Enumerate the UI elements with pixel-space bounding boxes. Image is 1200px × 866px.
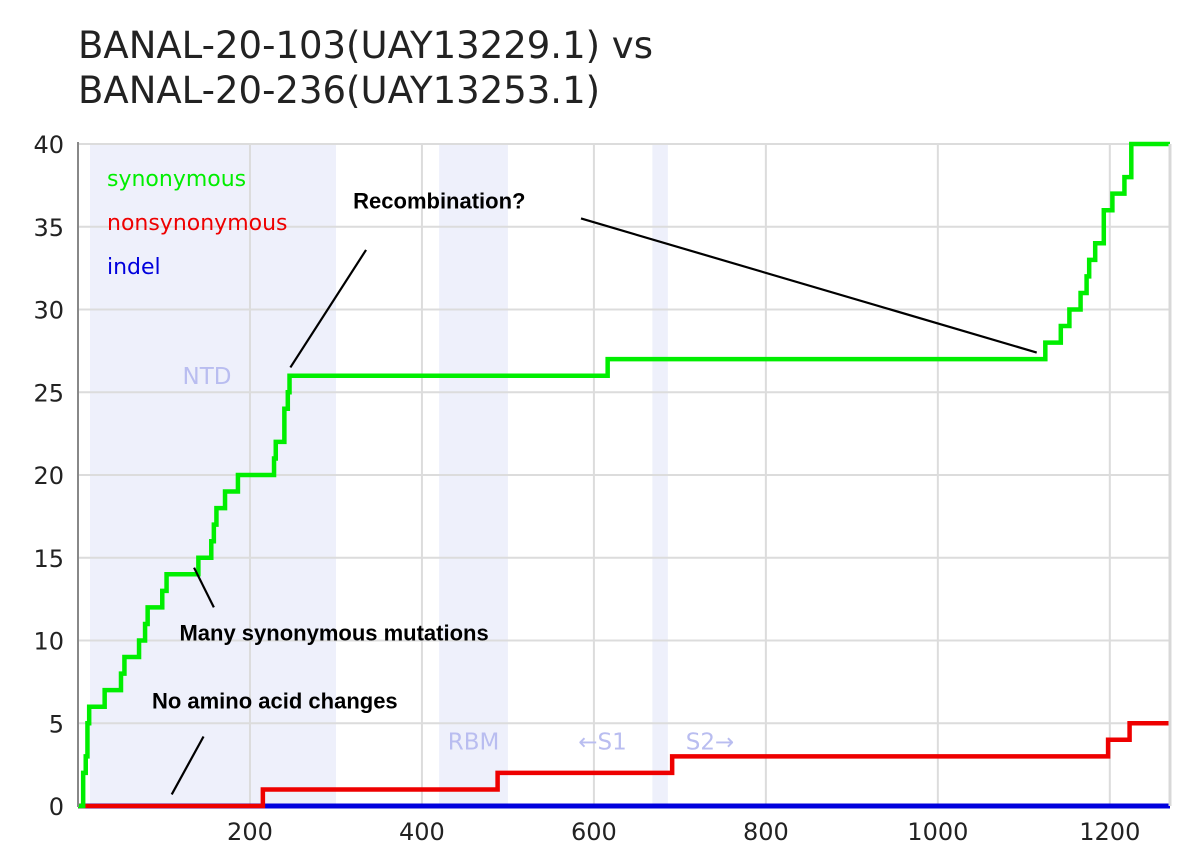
x-tick-label: 800 [743,818,789,846]
annotation-text: No amino acid changes [152,688,398,713]
y-tick-label: 20 [33,462,64,490]
legend: synonymous nonsynonymous indel [107,167,288,280]
annotation-text: Recombination? [353,189,525,214]
y-tick-label: 25 [33,379,64,407]
region-label: NTD [182,364,231,390]
y-tick-label: 30 [33,297,64,325]
legend-item-nonsynonymous: nonsynonymous [107,211,288,236]
region-label: S2→ [686,730,735,756]
series-line-synonymous [78,141,1170,809]
x-tick-label: 1200 [1079,818,1140,846]
chart-title-line-1: BANAL-20-103(UAY13229.1) vs [78,24,653,67]
annotations-group: Recombination?Many synonymous mutationsN… [152,189,1038,795]
x-tick-label: 200 [227,818,273,846]
y-tick-label: 40 [33,131,64,159]
series-line-nonsynonymous [78,721,1170,809]
region-label: ←S1 [578,730,627,756]
region-labels-group: NTD RBM ←S1 S2→ [182,364,734,756]
annotation-pointer-line [193,567,215,608]
annotation-pointer-line [170,735,205,795]
x-tick-label: 400 [399,818,445,846]
y-tick-label: 10 [33,628,64,656]
legend-item-synonymous: synonymous [107,167,246,192]
y-tick-label: 15 [33,545,64,573]
tick-labels-group: 200 400 600 800 1000 1200 0 5 10 15 20 25 30 35 40 [33,131,1140,846]
region-label: RBM [448,730,500,756]
axes-group [77,142,1172,807]
legend-item-indel: indel [107,255,161,280]
y-tick-label: 0 [49,793,64,821]
annotation-text: Many synonymous mutations [179,621,488,646]
x-tick-label: 1000 [907,818,968,846]
series-group [78,141,1170,809]
annotation-pointer-line [580,217,1038,354]
gridlines-group [78,143,1170,806]
y-tick-label: 5 [49,710,64,738]
annotation-pointer-line [289,249,367,369]
chart-title-line-2: BANAL-20-236(UAY13253.1) [78,69,600,112]
x-tick-label: 600 [571,818,617,846]
y-tick-label: 35 [33,214,64,242]
